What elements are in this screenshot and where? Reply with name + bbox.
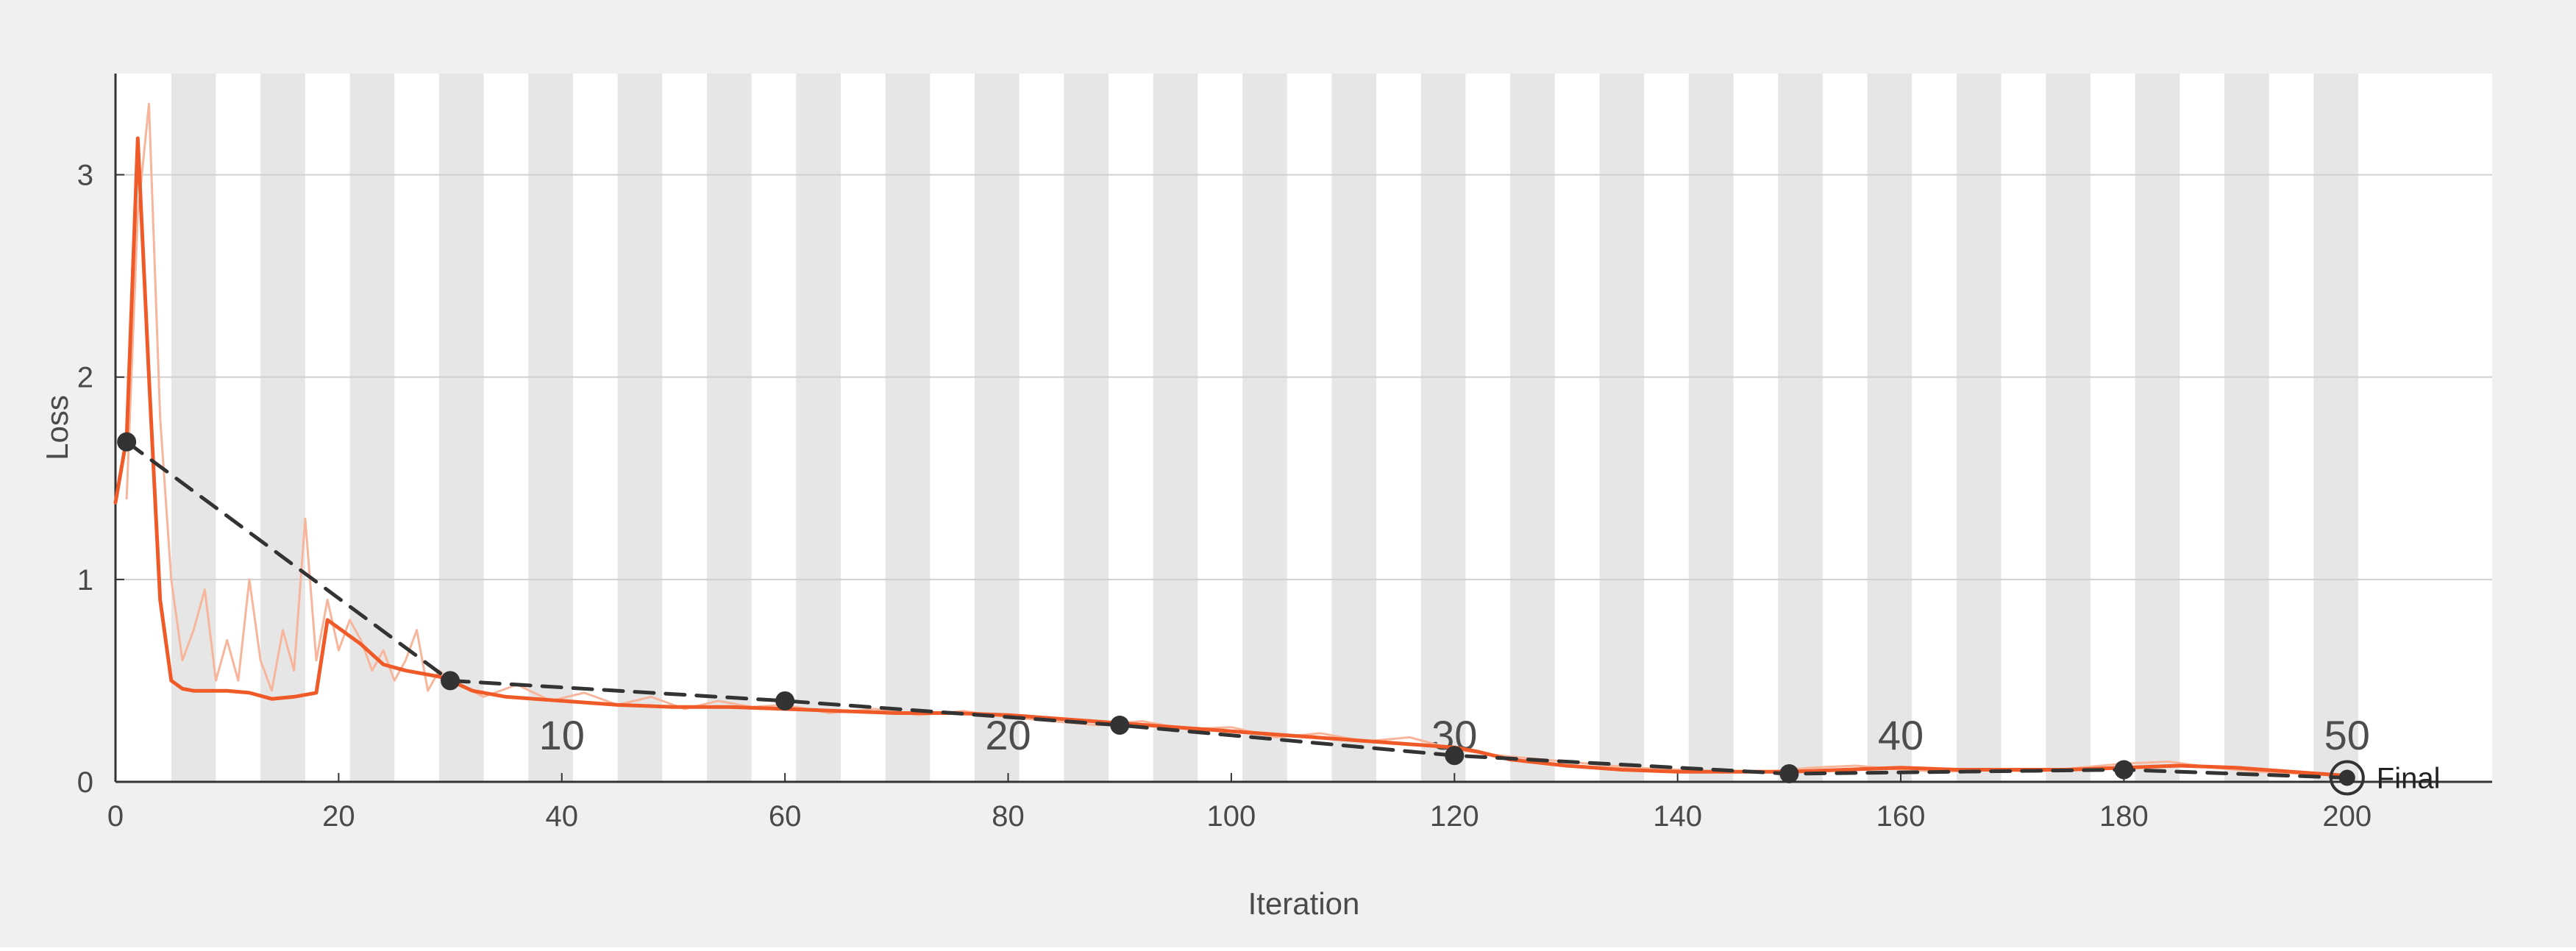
y-tick-label: 1 bbox=[77, 564, 93, 596]
epoch-band bbox=[1688, 74, 1734, 782]
horizontal-gridlines bbox=[115, 174, 2492, 580]
epoch-band bbox=[1510, 74, 1555, 782]
epoch-band bbox=[1956, 74, 2002, 782]
epoch-band bbox=[885, 74, 931, 782]
epoch-band bbox=[2135, 74, 2180, 782]
x-tick-label: 200 bbox=[2322, 800, 2372, 833]
epoch-bands bbox=[171, 74, 2358, 782]
x-tick-label: 20 bbox=[322, 800, 355, 833]
epoch-band bbox=[975, 74, 1020, 782]
epoch-band bbox=[617, 74, 663, 782]
epoch-band bbox=[528, 74, 573, 782]
epoch-band bbox=[2313, 74, 2358, 782]
y-tick-labels: 0 1 2 3 bbox=[77, 160, 93, 799]
validation-point bbox=[441, 671, 460, 691]
x-tick-label: 80 bbox=[992, 800, 1025, 833]
epoch-label: 50 bbox=[2324, 712, 2370, 758]
x-tick-labels: 0 20 40 60 80 100 120 140 160 180 200 bbox=[107, 800, 2372, 833]
y-tick-label: 0 bbox=[77, 766, 93, 799]
validation-point bbox=[775, 691, 795, 710]
epoch-band bbox=[438, 74, 484, 782]
y-axis-title: Loss bbox=[40, 395, 74, 460]
final-point-ring bbox=[2329, 760, 2365, 796]
epoch-band bbox=[796, 74, 841, 782]
x-tick-label: 40 bbox=[546, 800, 579, 833]
epoch-band bbox=[349, 74, 395, 782]
epoch-band bbox=[1778, 74, 1823, 782]
axes bbox=[114, 74, 2492, 783]
epoch-band bbox=[2224, 74, 2269, 782]
epoch-label: 40 bbox=[1878, 712, 1924, 758]
x-tick-label: 160 bbox=[1876, 800, 1926, 833]
validation-point bbox=[2114, 760, 2134, 780]
x-tick-label: 60 bbox=[769, 800, 802, 833]
x-axis-title: Iteration bbox=[1248, 886, 1360, 921]
epoch-band bbox=[1420, 74, 1466, 782]
epoch-label: 10 bbox=[539, 712, 585, 758]
x-tick-label: 100 bbox=[1207, 800, 1256, 833]
epoch-band bbox=[1599, 74, 1645, 782]
epoch-band bbox=[1064, 74, 1109, 782]
validation-loss-line bbox=[124, 440, 2349, 780]
final-marker-group: Final bbox=[2329, 760, 2441, 796]
validation-point bbox=[1445, 746, 1465, 766]
epoch-band bbox=[1331, 74, 1377, 782]
epoch-band bbox=[1867, 74, 1913, 782]
x-tick-label: 180 bbox=[2099, 800, 2149, 833]
y-tick-label: 3 bbox=[77, 160, 93, 192]
final-point bbox=[2338, 769, 2355, 786]
smoothed-loss-line bbox=[113, 136, 2349, 778]
epoch-band bbox=[706, 74, 752, 782]
plot-area-background bbox=[115, 74, 2492, 782]
validation-point bbox=[1110, 715, 1130, 735]
epoch-band bbox=[1153, 74, 1198, 782]
epoch-band bbox=[2046, 74, 2091, 782]
final-label: Final bbox=[2377, 762, 2441, 794]
validation-markers bbox=[117, 432, 2134, 783]
validation-point bbox=[117, 432, 137, 452]
validation-point bbox=[1779, 763, 1799, 783]
epoch-band bbox=[171, 74, 216, 782]
x-tick-label: 0 bbox=[107, 800, 124, 833]
epoch-band bbox=[260, 74, 305, 782]
epoch-band bbox=[1242, 74, 1287, 782]
x-tick-label: 140 bbox=[1653, 800, 1702, 833]
x-tick-label: 120 bbox=[1430, 800, 1479, 833]
y-tick-label: 2 bbox=[77, 362, 93, 394]
